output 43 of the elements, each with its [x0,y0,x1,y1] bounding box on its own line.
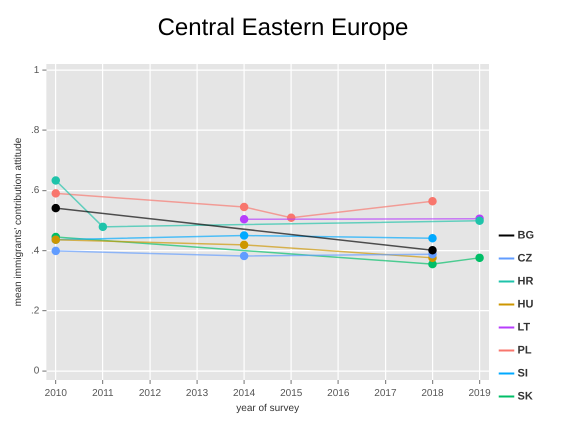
y-tick-label: .6 [30,185,40,196]
x-tick-label: 2014 [233,388,256,399]
point [240,202,248,212]
legend-label: HR [518,276,534,288]
chart-title: Central Eastern Europe [156,14,410,43]
legend-label: PL [518,344,532,357]
point [240,215,248,224]
legend-label: LT [518,322,530,334]
x-tick-label: 2015 [280,388,303,399]
x-axis-title: year of survey [236,402,300,414]
point [52,189,60,198]
point [475,216,484,226]
point [240,240,248,250]
y-tick-label: 1 [34,64,40,76]
legend-label: BG [518,230,534,242]
point [240,252,248,260]
legend-label: SK [518,390,533,403]
x-tick-label: 2018 [421,388,444,399]
x-tick-label: 2019 [468,388,492,399]
y-tick-label: .4 [30,245,40,256]
point [52,246,60,256]
x-tick-label: 2010 [44,388,68,399]
y-tick-label: 0 [34,366,40,377]
x-tick-label: 2011 [92,388,114,399]
point [428,196,437,206]
point [286,214,296,222]
y-axis-title: mean immigrants' contribution attitude [12,137,24,306]
point [428,234,437,242]
y-tick-label: .8 [30,124,40,136]
x-tick-label: 2017 [374,388,397,399]
point [52,176,60,185]
y-tick-label: .2 [30,306,40,317]
x-tick-label: 2016 [327,388,350,399]
legend-label: CZ [518,252,532,265]
legend-label: HU [518,298,534,311]
point [240,231,248,240]
point [52,204,60,212]
x-tick-label: 2013 [186,388,209,399]
x-tick-label: 2012 [138,388,162,399]
point [98,222,108,232]
point [475,254,484,262]
point [428,246,437,255]
legend-label: SI [518,368,528,380]
